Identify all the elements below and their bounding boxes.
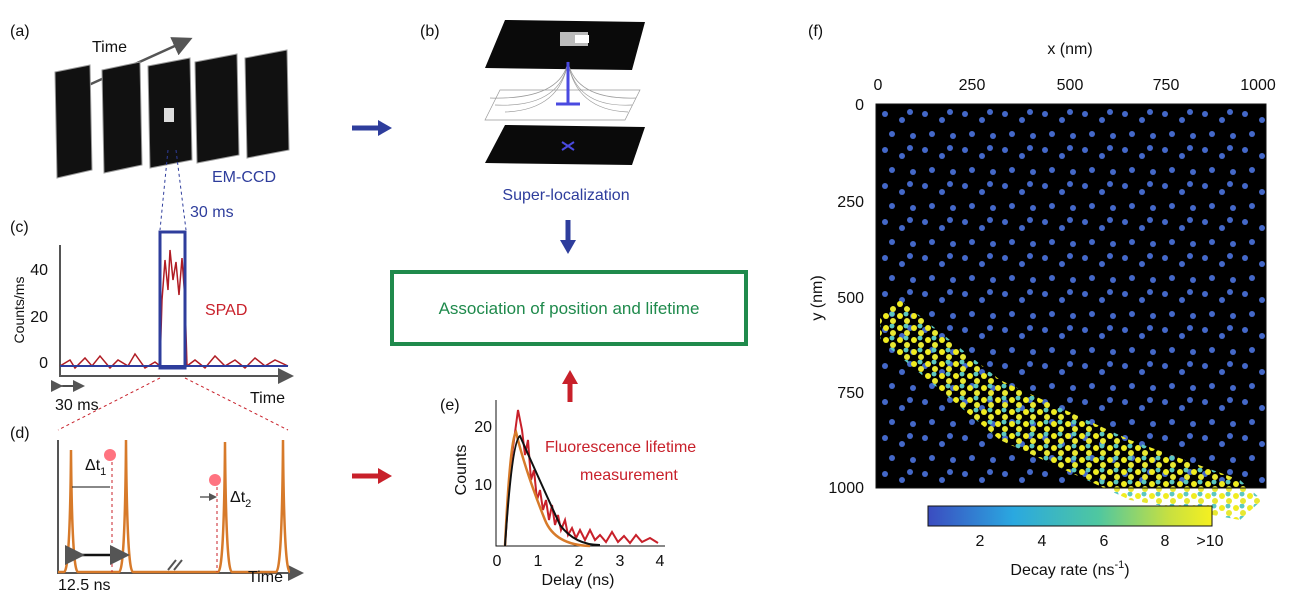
x-axis-label: x (nm) <box>1047 41 1092 58</box>
y-tick-label: 0 <box>39 355 48 372</box>
panel-label: (e) <box>440 397 460 414</box>
flow-arrow-head <box>378 468 392 484</box>
colorbar <box>928 506 1212 526</box>
exposure-label: 30 ms <box>190 204 234 221</box>
axis-label: Time <box>92 39 127 56</box>
figure: (a) Time EM-CCD 30 ms (c) Counts/ms 40 2… <box>0 0 1289 592</box>
psf-mesh <box>485 62 640 120</box>
frames <box>55 50 289 178</box>
y-tick-label: 20 <box>30 309 48 326</box>
flow-arrow-head <box>560 240 576 254</box>
y-axis-label: Counts/ms <box>11 277 27 344</box>
panel-label: (c) <box>10 219 29 236</box>
x-tick-label: 4 <box>656 553 665 570</box>
spad-trace <box>60 250 288 368</box>
caption: Super-localization <box>502 187 629 204</box>
x-tick-label: 500 <box>1057 77 1084 94</box>
caption: measurement <box>580 467 678 484</box>
delay-label: Δt1 <box>85 457 106 478</box>
x-tick-label: 3 <box>616 553 625 570</box>
panel-label: (b) <box>420 23 440 40</box>
colorbar-tick-label: 8 <box>1161 533 1170 550</box>
axis-break <box>168 560 182 570</box>
photon <box>209 474 221 486</box>
x-tick-label: 1 <box>534 553 543 570</box>
trace-label: SPAD <box>205 302 247 319</box>
detector-label: EM-CCD <box>212 169 276 186</box>
y-tick-label: 750 <box>837 385 864 402</box>
x-axis-label: Time <box>248 569 283 586</box>
colorbar-tick-label: 6 <box>1100 533 1109 550</box>
panel-label: (a) <box>10 23 30 40</box>
y-tick-label: 20 <box>474 419 492 436</box>
y-tick-label: 250 <box>837 194 864 211</box>
y-axis-label: Counts <box>453 445 470 496</box>
flow-arrow-head <box>378 120 392 136</box>
colorbar-tick-label: >10 <box>1196 533 1223 550</box>
window-box <box>160 232 185 368</box>
bright-spot <box>575 35 589 43</box>
colorbar-tick-label: 4 <box>1038 533 1047 550</box>
y-axis-label: y (nm) <box>809 275 826 320</box>
colorbar-tick-label: 2 <box>976 533 985 550</box>
y-tick-label: 10 <box>474 477 492 494</box>
y-tick-label: 0 <box>855 97 864 114</box>
x-axis-label: Time <box>250 390 285 407</box>
y-tick-label: 500 <box>837 290 864 307</box>
y-tick-label: 40 <box>30 262 48 279</box>
delay-label: Δt2 <box>230 489 251 510</box>
panel-label: (d) <box>10 425 30 442</box>
x-tick-label: 0 <box>874 77 883 94</box>
panel-label: (f) <box>808 23 823 40</box>
x-axis-label: Delay (ns) <box>542 572 615 589</box>
period-label: 12.5 ns <box>58 577 110 592</box>
x-tick-label: 2 <box>575 553 584 570</box>
y-tick-label: 1000 <box>828 480 864 497</box>
x-tick-label: 750 <box>1153 77 1180 94</box>
x-tick-label: 1000 <box>1240 77 1276 94</box>
photon <box>104 449 116 461</box>
delay-arrows <box>72 487 215 497</box>
colorbar-label: Decay rate (ns-1) <box>1010 559 1129 579</box>
association-label: Association of position and lifetime <box>439 299 700 318</box>
caption: Fluorescence lifetime <box>545 439 696 456</box>
x-tick-label: 0 <box>493 553 502 570</box>
flow-arrow-head <box>562 370 578 384</box>
x-tick-label: 250 <box>959 77 986 94</box>
scale-label: 30 ms <box>55 397 99 414</box>
